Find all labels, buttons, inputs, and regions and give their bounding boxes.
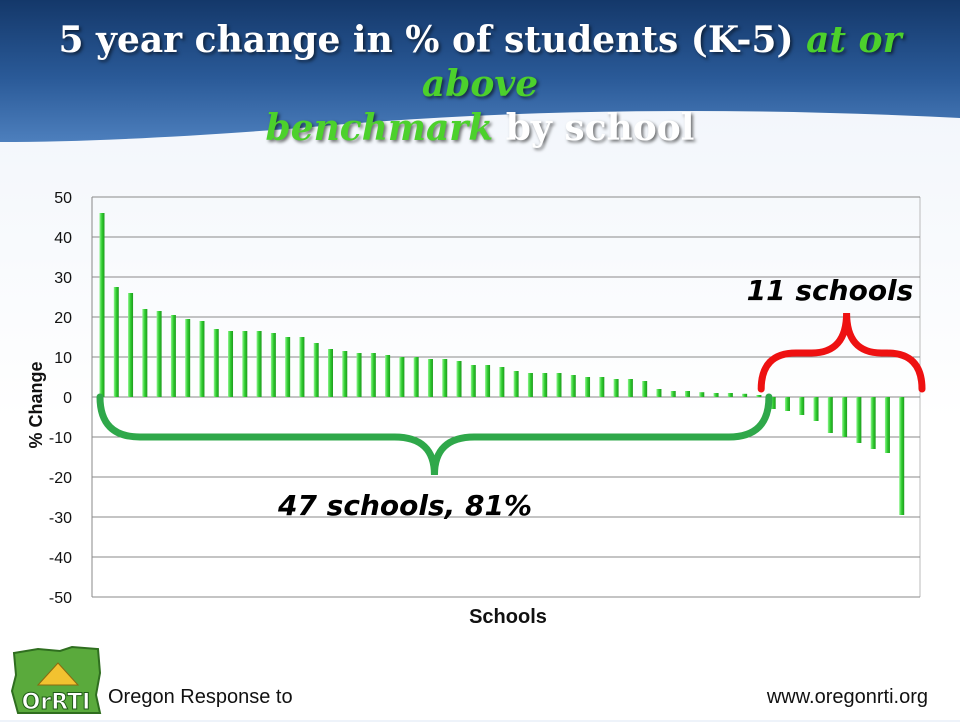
bar bbox=[285, 337, 291, 397]
bar bbox=[327, 349, 333, 397]
negative-brace bbox=[757, 312, 926, 393]
bar bbox=[113, 287, 119, 397]
y-tick-label: -30 bbox=[49, 510, 72, 527]
y-tick-label: -10 bbox=[49, 430, 72, 447]
bar bbox=[799, 397, 805, 415]
bar bbox=[213, 329, 219, 397]
title-part-2: by school bbox=[493, 107, 695, 149]
logo-text: OrRTI bbox=[22, 690, 91, 715]
bar bbox=[456, 361, 462, 397]
y-tick-label: 40 bbox=[54, 230, 72, 247]
positive-annotation: 47 schools, 81% bbox=[277, 489, 532, 522]
y-tick-label: -50 bbox=[49, 590, 72, 607]
bar bbox=[199, 321, 205, 397]
bar bbox=[270, 333, 276, 397]
bar bbox=[884, 397, 890, 453]
title-highlight-2: benchmark bbox=[265, 107, 494, 149]
bar bbox=[784, 397, 790, 411]
bar bbox=[842, 397, 848, 437]
x-axis-label: Schools bbox=[469, 606, 547, 628]
bar bbox=[413, 357, 419, 397]
bar bbox=[499, 367, 505, 397]
bar bbox=[642, 381, 648, 397]
bar bbox=[527, 373, 533, 397]
bar bbox=[756, 395, 762, 397]
bar bbox=[585, 377, 591, 397]
chart-svg: 50 40 30 20 10 0 -10 -20 -30 -40 -50 % Change School… bbox=[26, 190, 926, 628]
bar bbox=[870, 397, 876, 449]
bar bbox=[442, 359, 448, 397]
bar bbox=[485, 365, 491, 397]
bar bbox=[170, 315, 176, 397]
bar bbox=[742, 393, 748, 397]
banner-background bbox=[0, 0, 960, 142]
bar bbox=[856, 397, 862, 443]
y-axis-label: % Change bbox=[26, 361, 46, 448]
bar bbox=[685, 391, 691, 397]
bar bbox=[699, 392, 705, 397]
y-tick-label: 0 bbox=[63, 390, 72, 407]
bar bbox=[399, 357, 405, 397]
y-tick-label: 50 bbox=[54, 190, 72, 207]
bar bbox=[570, 375, 576, 397]
bar bbox=[313, 343, 319, 397]
bar bbox=[542, 373, 548, 397]
bar bbox=[770, 397, 776, 409]
bar bbox=[142, 309, 148, 397]
bar bbox=[813, 397, 819, 421]
bar bbox=[185, 319, 191, 397]
bar bbox=[899, 397, 905, 515]
bar bbox=[427, 359, 433, 397]
title-banner: 5 year change in % of students (K-5) at … bbox=[0, 0, 960, 150]
footer-org: Oregon Response to bbox=[108, 686, 293, 708]
title-highlight-1: at or above bbox=[421, 19, 902, 105]
y-tick-label: -20 bbox=[49, 470, 72, 487]
bar bbox=[656, 389, 662, 397]
positive-brace bbox=[96, 393, 773, 476]
bar bbox=[256, 331, 262, 397]
y-tick-label: 10 bbox=[54, 350, 72, 367]
bar bbox=[370, 353, 376, 397]
title-part-1: 5 year change in % of students (K-5) bbox=[58, 19, 807, 61]
page-title: 5 year change in % of students (K-5) at … bbox=[0, 18, 960, 150]
orrti-logo: OrRTI bbox=[8, 645, 108, 722]
bar bbox=[299, 337, 305, 397]
bar bbox=[356, 353, 362, 397]
bar bbox=[513, 371, 519, 397]
bar bbox=[228, 331, 234, 397]
bar bbox=[156, 311, 162, 397]
negative-annotation: 11 schools bbox=[747, 274, 914, 307]
bar bbox=[385, 355, 391, 397]
y-tick-label: 20 bbox=[54, 310, 72, 327]
bar bbox=[99, 213, 105, 397]
bar bbox=[727, 393, 733, 397]
bar bbox=[827, 397, 833, 433]
bar bbox=[713, 393, 719, 397]
y-tick-label: -40 bbox=[49, 550, 72, 567]
bar bbox=[627, 379, 633, 397]
bar-chart: 50 40 30 20 10 0 -10 -20 -30 -40 -50 % Change School… bbox=[0, 170, 960, 640]
bar bbox=[613, 379, 619, 397]
bar bbox=[556, 373, 562, 397]
bar bbox=[670, 391, 676, 397]
bar bbox=[242, 331, 248, 397]
y-tick-label: 30 bbox=[54, 270, 72, 287]
footer-url: www.oregonrti.org bbox=[766, 686, 928, 708]
bar bbox=[342, 351, 348, 397]
bar bbox=[128, 293, 134, 397]
bar bbox=[470, 365, 476, 397]
bar bbox=[599, 377, 605, 397]
